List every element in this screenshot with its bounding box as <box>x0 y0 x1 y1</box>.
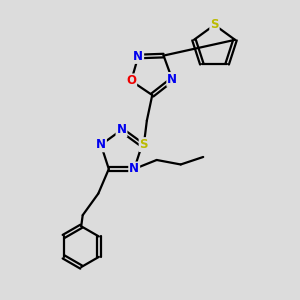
Text: N: N <box>129 163 139 176</box>
Text: N: N <box>133 50 143 63</box>
Text: O: O <box>126 74 136 87</box>
Text: S: S <box>140 138 148 151</box>
Text: S: S <box>210 18 219 32</box>
Text: N: N <box>167 73 177 86</box>
Text: N: N <box>96 138 106 151</box>
Text: N: N <box>116 123 127 136</box>
